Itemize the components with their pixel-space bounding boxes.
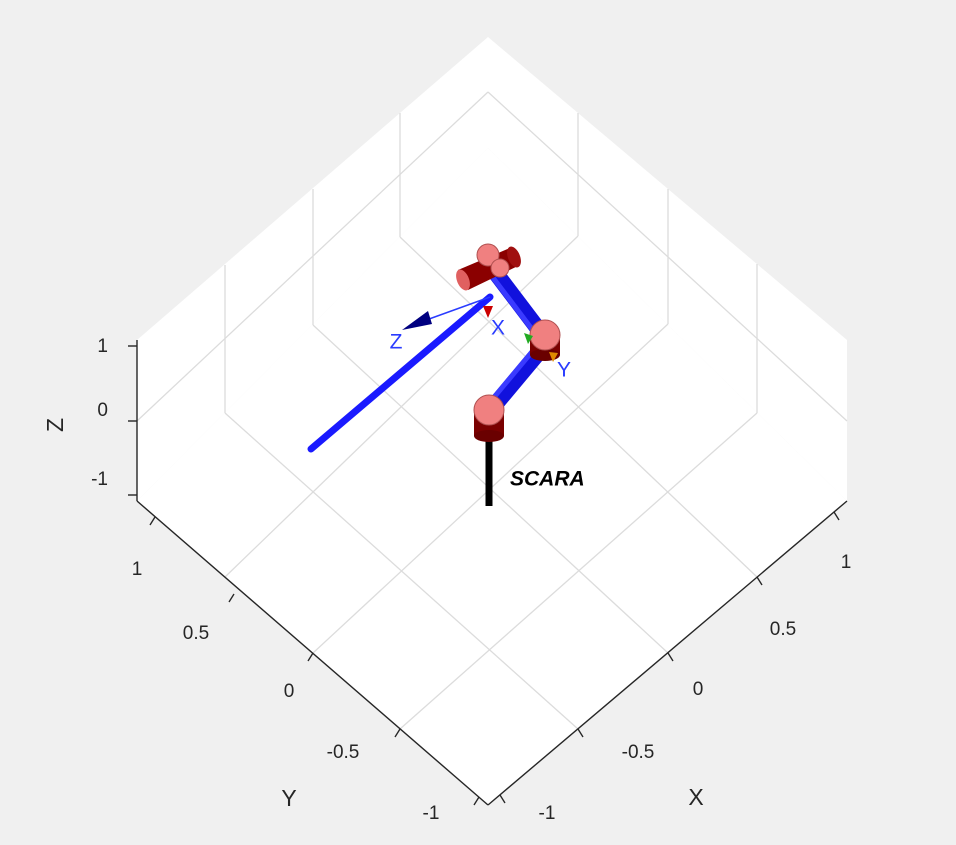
y-arrow-head: [524, 333, 533, 344]
z-tick-labels: 1 0 -1: [91, 336, 108, 490]
y-axis-label: Y: [281, 785, 296, 811]
scara-robot: Z X Y SCARA: [307, 243, 585, 506]
x-tick-labels: -1 -0.5 0 0.5 1: [539, 552, 852, 824]
z-tick-label: -1: [91, 469, 108, 490]
robot-name-label: SCARA: [510, 468, 585, 491]
base-joint: [473, 394, 505, 442]
y-tick-label: 1: [132, 559, 143, 580]
z-tick-label: 0: [97, 400, 108, 421]
y-tick-label: -1: [423, 803, 440, 824]
y-tick-label: 0.5: [183, 623, 209, 644]
z-tick-label: 1: [97, 336, 108, 357]
x-arrow-head: [483, 306, 493, 318]
left-wall-gridlines: [136, 91, 489, 422]
tool-frame-z-label: Z: [390, 331, 403, 354]
tool-frame-y-label: Y: [557, 359, 571, 382]
x-tick-label: 0: [693, 679, 704, 700]
wrist-joint: [456, 243, 521, 291]
y-tick-label: -0.5: [327, 742, 360, 763]
tool-frame: Z X Y: [390, 296, 571, 382]
orange-arrow-head: [549, 352, 558, 362]
x-axis-label: X: [688, 784, 703, 810]
x-axis-line: [487, 500, 848, 806]
z-axis-label: Z: [42, 418, 68, 432]
y-tick-labels: 1 0.5 0 -0.5 -1: [132, 559, 440, 824]
tool-frame-x-label: X: [491, 317, 505, 340]
x-tick-label: -1: [539, 803, 556, 824]
x-tick-label: -0.5: [622, 742, 655, 763]
tool-link: [307, 293, 494, 453]
right-wall-gridlines: [487, 91, 848, 422]
axis-ticks: [128, 345, 840, 806]
x-tick-label: 0.5: [770, 619, 796, 640]
z-arrow-head: [402, 311, 432, 330]
x-tick-label: 1: [841, 552, 852, 573]
y-tick-label: 0: [284, 681, 295, 702]
